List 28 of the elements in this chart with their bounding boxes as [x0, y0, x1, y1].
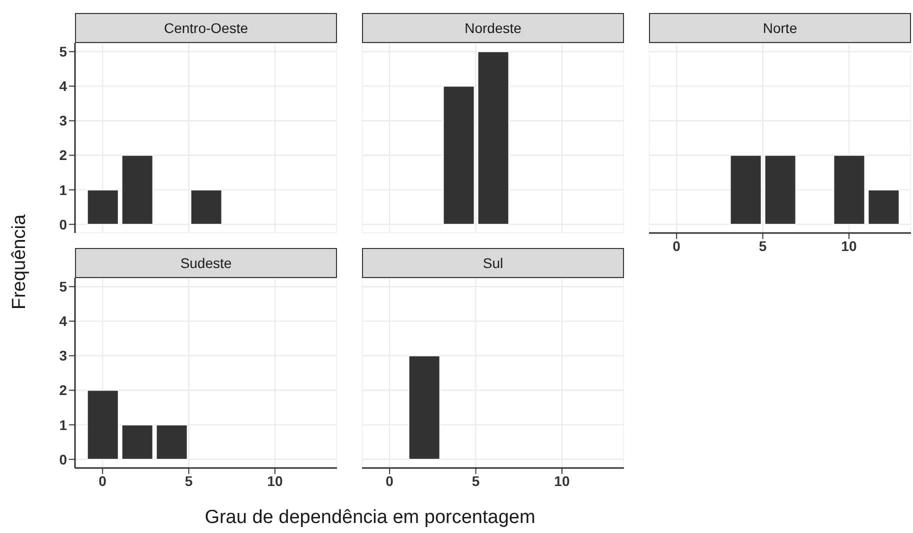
y-tick-label: 2	[59, 382, 68, 398]
y-tick-label: 3	[59, 112, 68, 129]
y-tick-label: 1	[59, 182, 68, 198]
y-tick-label: 0	[59, 216, 68, 232]
x-tick-label: 0	[672, 238, 681, 254]
x-tick-label: 0	[98, 472, 107, 489]
y-tick-label: 1	[59, 416, 68, 433]
x-tick-label: 5	[184, 472, 193, 489]
x-tick-label: 0	[386, 472, 394, 489]
y-tick-label: 5	[59, 278, 68, 295]
y-axis-title: Frequência	[9, 214, 31, 310]
chart-title: Norte	[649, 13, 911, 43]
y-tick-label: 0	[59, 451, 68, 468]
chart-title: Sul	[362, 248, 624, 278]
x-axis-title: Grau de dependência em porcentagem	[204, 507, 536, 529]
y-tick-label: 4	[59, 78, 68, 94]
x-tick-label: 5	[472, 472, 480, 489]
y-tick-label: 5	[59, 44, 68, 60]
x-tick-label: 10	[841, 238, 857, 254]
chart-title: Centro-Oeste	[75, 13, 337, 43]
y-tick-label: 2	[59, 147, 68, 164]
chart-title: Sudeste	[75, 248, 337, 278]
x-tick-label: 10	[267, 472, 283, 489]
chart-title: Nordeste	[362, 13, 624, 43]
y-tick-label: 3	[59, 348, 68, 364]
y-tick-label: 4	[59, 313, 68, 330]
x-tick-label: 10	[554, 472, 570, 489]
x-tick-label: 5	[758, 238, 767, 254]
